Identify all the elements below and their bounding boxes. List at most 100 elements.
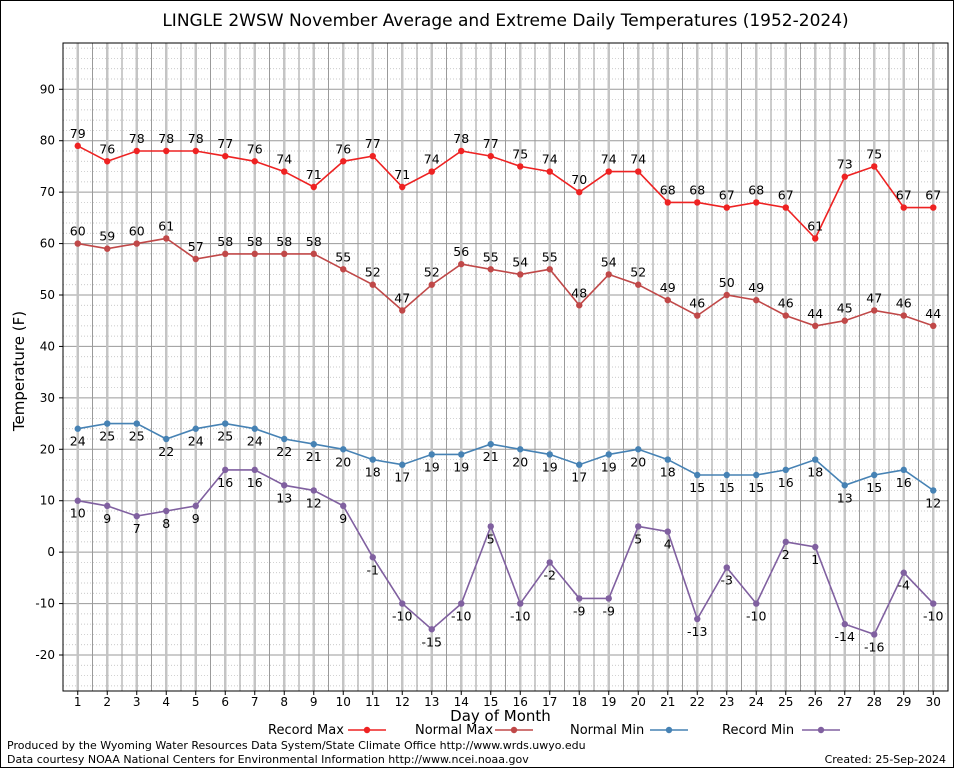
legend-item: Normal Max	[415, 723, 533, 738]
y-axis: -20 -10 0 10 20 30 40 50 60 70 80 90	[35, 82, 63, 662]
legend-item: Normal Min	[570, 723, 688, 738]
data-label: 13	[276, 490, 292, 505]
legend-label: Normal Max	[415, 723, 493, 738]
data-point	[281, 435, 288, 443]
data-point	[841, 173, 848, 180]
data-label: 77	[483, 136, 499, 151]
data-point	[753, 600, 760, 607]
data-point	[723, 204, 730, 211]
data-label: 54	[601, 254, 617, 269]
data-point	[723, 564, 730, 571]
data-label: -10	[451, 609, 471, 624]
x-tick-label: 5	[192, 695, 200, 709]
x-tick-label: 16	[513, 695, 528, 709]
data-point	[782, 312, 789, 319]
data-label: 74	[424, 152, 440, 167]
data-point	[133, 240, 140, 247]
data-point	[753, 471, 760, 479]
data-point	[104, 420, 111, 427]
data-label: 58	[247, 234, 263, 249]
data-label: 75	[866, 146, 882, 161]
data-label: 24	[247, 434, 263, 449]
data-label: 20	[335, 454, 351, 469]
data-point	[458, 600, 465, 607]
data-label: 25	[99, 429, 115, 444]
data-label: 67	[925, 188, 941, 203]
y-tick-label: -20	[35, 648, 55, 662]
data-point	[782, 204, 789, 211]
data-label: 13	[837, 490, 853, 505]
data-point	[74, 240, 81, 247]
y-tick-label: 20	[40, 442, 55, 456]
data-label: 77	[217, 136, 233, 151]
data-label: -15	[422, 634, 442, 649]
data-label: 19	[453, 459, 469, 474]
data-label: 74	[542, 152, 558, 167]
data-point	[812, 235, 819, 242]
data-point	[310, 250, 317, 258]
x-tick-label: 18	[572, 695, 587, 709]
legend-item: Record Max	[268, 723, 386, 738]
data-label: 16	[247, 475, 263, 490]
data-point	[133, 147, 140, 155]
data-label: 68	[660, 182, 676, 197]
x-tick-label: 27	[837, 695, 852, 709]
legend-label: Record Min	[722, 723, 794, 738]
data-point	[281, 168, 288, 175]
data-label: 52	[630, 265, 646, 280]
legend-marker	[510, 726, 518, 734]
data-point	[930, 322, 937, 330]
data-point	[546, 451, 553, 458]
data-point	[310, 487, 317, 494]
data-point	[664, 456, 671, 463]
data-point	[635, 523, 642, 530]
data-label: 68	[748, 182, 764, 197]
data-point	[517, 446, 524, 453]
plot-border	[62, 42, 949, 692]
data-point	[281, 250, 288, 258]
data-label: 76	[99, 141, 115, 156]
data-label: 76	[247, 141, 263, 156]
y-tick-label: -10	[35, 597, 55, 611]
data-label: 78	[158, 131, 174, 146]
data-label: 58	[276, 234, 292, 249]
data-label: -2	[544, 567, 556, 582]
data-label: 49	[660, 280, 676, 295]
data-point	[310, 440, 317, 448]
data-point	[841, 317, 848, 324]
x-tick-label: 11	[365, 695, 380, 709]
data-label: 71	[306, 167, 322, 182]
data-point	[694, 312, 701, 319]
data-label: 70	[571, 172, 587, 187]
data-point	[428, 626, 435, 633]
data-point	[192, 255, 199, 263]
data-point	[664, 528, 671, 535]
x-tick-label: 9	[310, 695, 318, 709]
data-label: 74	[630, 152, 646, 167]
data-point	[104, 245, 111, 252]
y-tick-label: 80	[40, 134, 55, 148]
data-label: 21	[306, 449, 322, 464]
legend-label: Record Max	[268, 723, 344, 738]
data-label: 74	[601, 152, 617, 167]
data-label: 15	[719, 480, 735, 495]
data-point	[664, 296, 671, 304]
data-label: 52	[424, 265, 440, 280]
data-label: -10	[746, 609, 766, 624]
footer-created-date: Created: 25-Sep-2024	[824, 753, 946, 766]
series-record-max: 79 76 78 78 78 77 76 74 71 76 77 71 74 78 77 75 74 70 74 74…	[70, 126, 941, 242]
data-point	[369, 281, 376, 288]
data-point	[605, 168, 612, 175]
data-label: 56	[453, 244, 469, 259]
grid-lines	[62, 43, 949, 691]
data-point	[458, 260, 465, 268]
data-label: -10	[392, 609, 412, 624]
data-label: 18	[660, 465, 676, 480]
y-tick-label: 90	[40, 82, 55, 96]
data-point	[104, 158, 111, 165]
data-label: 46	[896, 296, 912, 311]
data-label: 20	[512, 454, 528, 469]
data-label: -1	[367, 562, 379, 577]
data-label: -10	[923, 609, 943, 624]
data-label: 25	[129, 429, 145, 444]
